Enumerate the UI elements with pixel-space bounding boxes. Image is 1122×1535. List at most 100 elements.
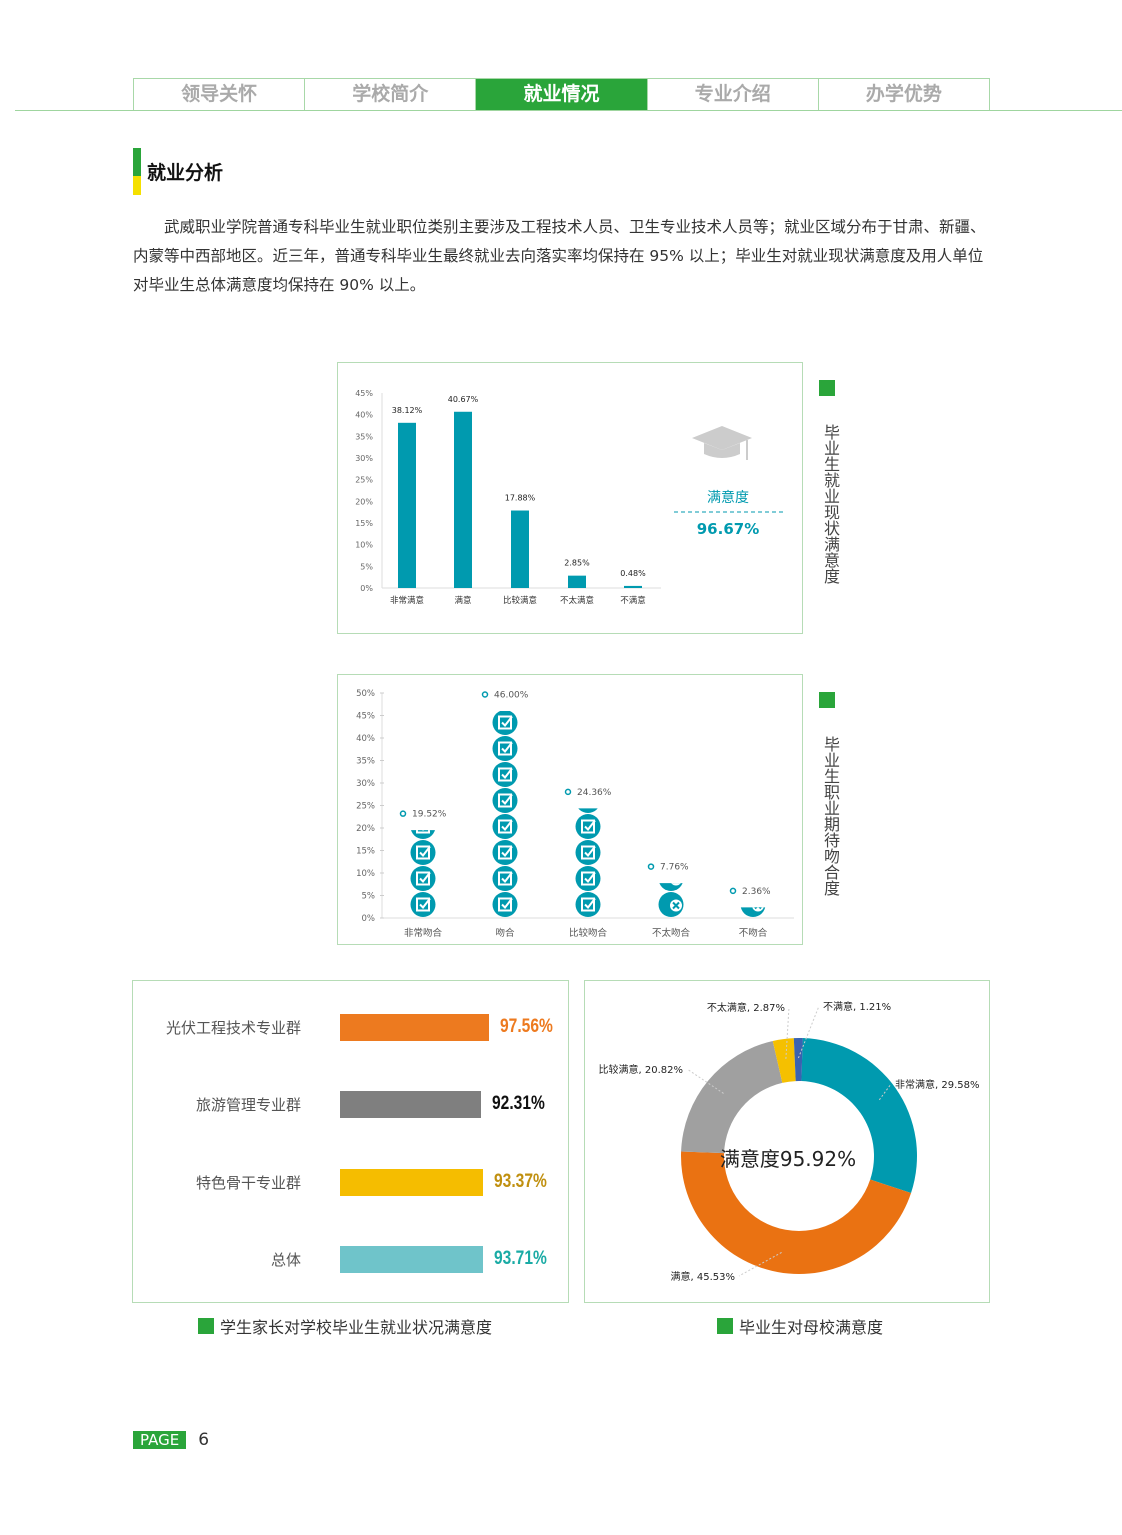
section-paragraph: 武威职业学院普通专科毕业生就业职位类别主要涉及工程技术人员、卫生专业技术人员等；…	[133, 218, 986, 294]
x-tick-label: 不太满意	[560, 595, 594, 606]
y-tick-label: 10%	[356, 869, 375, 879]
slice-label: 非常满意, 29.58%	[895, 1078, 980, 1091]
icon-circle	[492, 736, 518, 761]
check-mark	[501, 741, 513, 754]
y-tick-label: 5%	[362, 892, 376, 902]
donut-slice	[681, 1151, 912, 1274]
check-mark	[501, 819, 513, 832]
caption-text: 毕业生对母校满意度	[739, 1318, 884, 1337]
leader-line	[797, 1005, 820, 1059]
x-tick-label: 不满意	[620, 595, 646, 606]
check-mark	[419, 845, 431, 858]
bar-value: 93.37%	[493, 1171, 547, 1192]
bar-value: 93.71%	[494, 1248, 547, 1269]
data-label: 46.00%	[494, 691, 529, 701]
chart-match: 0% 5% 10% 15% 20% 25% 30% 35% 40% 45% 50% 19.52% 非常吻…	[356, 689, 794, 939]
icon-circle	[492, 892, 518, 917]
caption-parents: 学生家长对学校毕业生就业状况满意度	[198, 1314, 492, 1338]
check-mark	[419, 871, 431, 884]
bar-label: 旅游管理专业群	[195, 1096, 301, 1114]
chart-satisfaction: 0% 5% 10% 15% 20% 25% 30% 35% 40% 45% 38.12% 非常满意 40…	[355, 389, 786, 606]
bar	[340, 1169, 483, 1196]
legend-square	[819, 380, 835, 396]
leader-line	[738, 1252, 782, 1277]
y-tick-label: 30%	[356, 779, 375, 789]
bar	[398, 422, 416, 588]
icon-circle	[410, 892, 436, 917]
checkbox-icon	[498, 897, 512, 912]
bar-label: 特色骨干专业群	[195, 1174, 301, 1192]
icon-circle	[575, 840, 601, 865]
check-mark	[501, 715, 513, 728]
tab-school-intro[interactable]: 学校简介	[305, 79, 477, 110]
page-number: 6	[198, 1430, 210, 1450]
data-label: 7.76%	[660, 863, 689, 873]
legend-square	[819, 692, 835, 708]
checkbox-icon	[498, 819, 512, 834]
check-mark	[419, 897, 431, 910]
tab-employment[interactable]: 就业情况	[476, 79, 648, 110]
chart-match-box: 0% 5% 10% 15% 20% 25% 30% 35% 40% 45% 50% 19.52% 非常吻…	[337, 674, 803, 945]
check-mark	[584, 819, 596, 832]
y-tick-label: 20%	[355, 497, 373, 506]
y-tick-label: 40%	[355, 411, 373, 420]
y-tick-label: 0%	[362, 914, 376, 924]
y-tick-label: 0%	[360, 584, 373, 593]
chart-parents-box: 光伏工程技术专业群 97.56% 旅游管理专业群 92.31% 特色骨干专业群 …	[132, 980, 569, 1303]
caption-text: 学生家长对学校毕业生就业状况满意度	[220, 1318, 493, 1337]
icon-circle	[492, 762, 518, 787]
y-tick-label: 30%	[355, 454, 373, 463]
checkbox-icon	[498, 871, 512, 886]
pictogram-bar	[658, 883, 684, 917]
chart-title-match: 毕业生职业期待吻合度	[821, 736, 840, 896]
y-tick-label: 45%	[355, 389, 373, 398]
tab-leadership[interactable]: 领导关怀	[134, 79, 306, 110]
bar	[454, 411, 472, 588]
checkbox-icon	[581, 871, 595, 886]
data-label: 19.52%	[412, 810, 447, 820]
x-tick-label: 满意	[454, 595, 471, 606]
x-tick-label: 比较满意	[503, 595, 537, 606]
checkbox-icon	[416, 897, 430, 912]
icon-circle	[492, 866, 518, 891]
slice-label: 比较满意, 20.82%	[599, 1063, 684, 1076]
y-tick-label: 25%	[355, 476, 373, 485]
check-mark	[501, 767, 513, 780]
donut-slice	[772, 1038, 796, 1083]
icon-circle	[492, 788, 518, 813]
cap-top	[692, 426, 752, 450]
icon-circle	[492, 814, 518, 839]
tab-advantages[interactable]: 办学优势	[865, 83, 942, 105]
x-tick-label: 比较吻合	[569, 927, 608, 939]
pictogram-bar	[740, 907, 766, 917]
data-label: 2.85%	[564, 559, 590, 568]
side-value: 96.67%	[697, 520, 759, 538]
pictogram-bar	[410, 830, 436, 917]
side-label: 满意度	[707, 489, 749, 506]
graduation-cap-icon	[692, 426, 752, 460]
marker-dot	[647, 863, 655, 870]
page-footer: PAGE 6	[133, 1430, 209, 1450]
y-tick-label: 15%	[356, 847, 375, 857]
x-tick-label: 不吻合	[739, 927, 768, 939]
slice-label: 满意, 45.53%	[671, 1270, 736, 1283]
y-tick-label: 5%	[360, 562, 373, 571]
page-badge: PAGE	[133, 1431, 187, 1449]
x-tick-label: 不太吻合	[652, 927, 691, 939]
checkbox-icon	[416, 845, 430, 860]
bar	[340, 1014, 489, 1041]
bar	[340, 1246, 484, 1273]
checkbox-icon	[416, 871, 430, 886]
bar	[340, 1091, 481, 1118]
chart-alma-mater-donut: 非常满意, 29.58% 满意, 45.53% 比较满意, 20.82% 不太满意, …	[599, 1000, 980, 1283]
checkbox-icon	[581, 845, 595, 860]
check-mark	[501, 871, 513, 884]
check-mark	[584, 845, 596, 858]
legend-square	[717, 1318, 733, 1334]
tab-majors[interactable]: 专业介绍	[648, 79, 819, 110]
data-label: 2.36%	[742, 887, 771, 897]
y-tick-label: 25%	[356, 802, 375, 812]
bar	[511, 510, 529, 588]
marker-dot	[564, 788, 572, 796]
check-mark	[501, 897, 513, 910]
